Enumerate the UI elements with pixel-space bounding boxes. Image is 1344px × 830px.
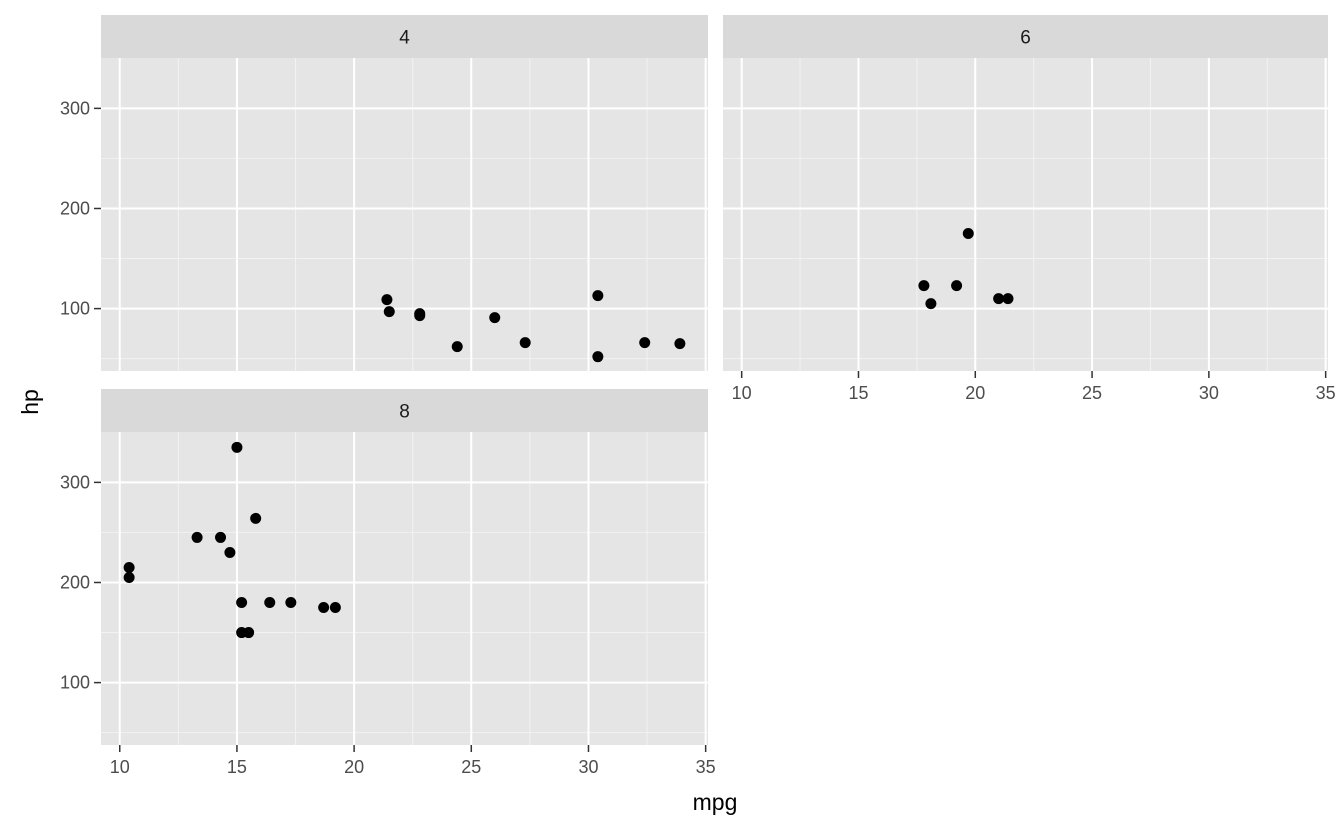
panel-background bbox=[723, 58, 1328, 371]
data-point bbox=[451, 341, 463, 353]
data-point bbox=[993, 293, 1005, 305]
data-point bbox=[123, 561, 135, 573]
x-tick-label: 30 bbox=[578, 757, 598, 777]
panel-background bbox=[101, 432, 708, 745]
data-point bbox=[224, 546, 236, 558]
data-point bbox=[250, 512, 262, 524]
data-point bbox=[1002, 293, 1014, 305]
data-point bbox=[951, 280, 963, 292]
x-tick-label: 15 bbox=[227, 757, 247, 777]
data-point bbox=[489, 312, 501, 324]
data-point bbox=[236, 597, 248, 609]
panel-background bbox=[101, 58, 708, 371]
data-point bbox=[318, 602, 330, 614]
y-axis-title: hp bbox=[17, 389, 43, 415]
facet-strip-label: 8 bbox=[399, 402, 410, 423]
data-point bbox=[592, 351, 604, 363]
data-point bbox=[191, 531, 203, 543]
facet-strip-label: 4 bbox=[399, 28, 410, 49]
facet-panel-4: 4 100 200 300 bbox=[60, 15, 708, 371]
data-point bbox=[329, 602, 341, 614]
y-tick-label: 300 bbox=[60, 472, 90, 492]
data-point bbox=[383, 306, 395, 318]
facet-strip bbox=[101, 15, 708, 58]
data-point bbox=[123, 571, 135, 583]
x-tick-label: 10 bbox=[732, 383, 752, 403]
data-point bbox=[962, 228, 974, 240]
data-point bbox=[381, 294, 393, 306]
facet-strip bbox=[101, 389, 708, 432]
y-tick-label: 200 bbox=[60, 198, 90, 218]
data-point bbox=[264, 597, 276, 609]
data-point bbox=[639, 337, 651, 349]
y-tick-label: 300 bbox=[60, 98, 90, 118]
x-tick-label: 20 bbox=[965, 383, 985, 403]
x-tick-label: 35 bbox=[1316, 383, 1336, 403]
x-tick-label: 25 bbox=[1082, 383, 1102, 403]
data-point bbox=[918, 280, 930, 292]
data-point bbox=[231, 441, 243, 453]
data-point bbox=[674, 338, 686, 350]
data-point bbox=[285, 597, 297, 609]
data-point bbox=[414, 308, 426, 320]
facet-panel-6: 6 10 15 20 25 30 35 bbox=[723, 15, 1336, 403]
data-point bbox=[519, 337, 531, 349]
data-point bbox=[215, 531, 227, 543]
x-axis-title: mpg bbox=[693, 789, 738, 815]
x-tick-label: 25 bbox=[461, 757, 481, 777]
facet-strip bbox=[723, 15, 1328, 58]
y-tick-label: 100 bbox=[60, 673, 90, 693]
facet-panels: 4 100 200 300 6 10 15 20 25 30 35 8 100 200 300 10 15 20 2… bbox=[60, 15, 1336, 777]
facet-strip-label: 6 bbox=[1020, 28, 1031, 49]
x-tick-label: 10 bbox=[110, 757, 130, 777]
data-point bbox=[592, 290, 604, 302]
y-tick-label: 100 bbox=[60, 299, 90, 319]
y-tick-label: 200 bbox=[60, 572, 90, 592]
x-tick-label: 35 bbox=[696, 757, 716, 777]
x-tick-label: 20 bbox=[344, 757, 364, 777]
data-point bbox=[925, 298, 937, 310]
x-tick-label: 15 bbox=[848, 383, 868, 403]
data-point bbox=[236, 627, 248, 639]
facet-panel-8: 8 100 200 300 10 15 20 25 30 35 bbox=[60, 389, 716, 777]
x-tick-label: 30 bbox=[1199, 383, 1219, 403]
